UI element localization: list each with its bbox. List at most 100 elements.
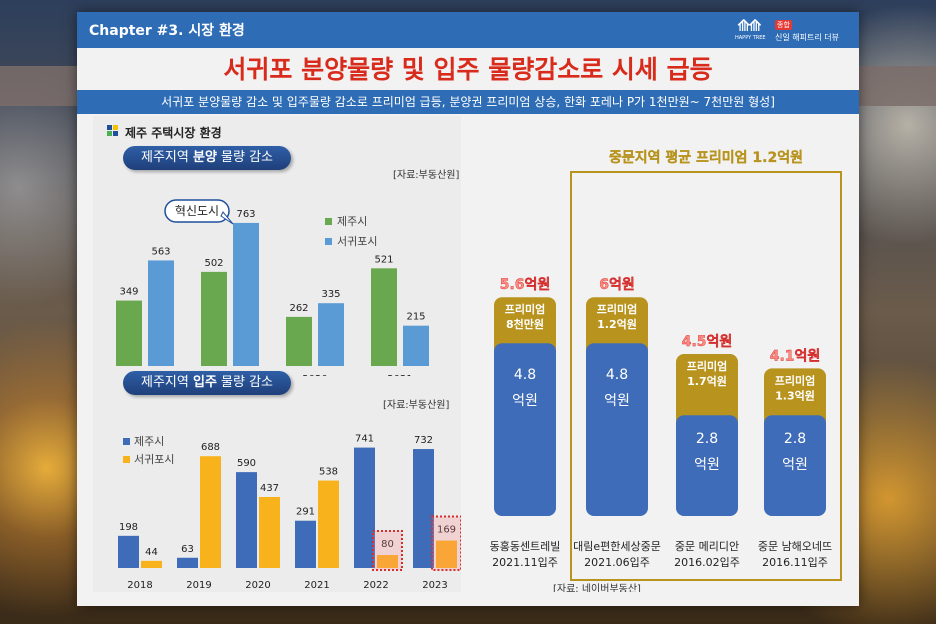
highlight-box-2023 xyxy=(431,515,461,571)
value-label-seogwipo-2020: 335 xyxy=(321,289,340,300)
value-label-jeju-2021: 291 xyxy=(296,507,315,518)
value-label-seogwipo-2019: 763 xyxy=(236,209,255,220)
value-label-jeju-2020: 262 xyxy=(289,303,308,314)
value-label-jeju-2018: 198 xyxy=(119,522,138,533)
jungmun-premium-title: 중문지역 평균 프리미엄 1.2억원 xyxy=(609,149,803,166)
x-tick-2020: 2020 xyxy=(245,580,270,591)
bar-seogwipo-2018 xyxy=(148,260,174,366)
value-label-jeju-2018: 349 xyxy=(119,287,138,298)
jungmun-frame xyxy=(570,171,842,581)
premium-amount-2: 1.7억원 xyxy=(687,374,727,388)
premium-label-3: 프리미엄 xyxy=(775,373,815,387)
supply-chart-source: [자료:부동산원] xyxy=(393,170,460,181)
x-tick-2021: 2021 xyxy=(304,580,329,591)
complex-date-2: 2016.02입주 xyxy=(674,556,740,569)
base-price-unit-0: 억원 xyxy=(512,393,538,409)
highlight-box-2022 xyxy=(372,530,403,571)
premium-amount-0: 8천만원 xyxy=(506,317,544,331)
value-label-seogwipo-2021: 215 xyxy=(406,312,425,323)
supply-title-prefix: 제주지역 xyxy=(141,150,193,165)
base-price-bar-3 xyxy=(764,415,826,516)
x-tick-2023: 2023 xyxy=(422,580,447,591)
bar-seogwipo-2020 xyxy=(259,496,280,568)
legend-label-jeju: 제주시 xyxy=(134,435,164,448)
value-label-seogwipo-2018: 563 xyxy=(151,246,170,257)
brand-logo: ⟰⟰ HAPPY TREE 종합 신일 해피트리 더뷰 xyxy=(735,16,845,44)
total-label-3: 4.1억원 xyxy=(770,348,821,364)
x-tick-2022: 2022 xyxy=(363,580,388,591)
right-panel: 중문지역 평균 프리미엄 1.2억원 프리미엄 8천만원 4.8 억원 5.6억원 동홍동센… xyxy=(469,116,849,592)
supply-bar-chart: 3495632018502763201926233520205212152021… xyxy=(116,199,429,376)
movein-bar-chart: 198 44 2018 63 688 2019 590 437 2020 291 538 2021 74… xyxy=(118,434,461,591)
bar-jeju-2023 xyxy=(413,449,434,568)
complex-name-2: 중문 메리디안 xyxy=(675,540,739,553)
bar-seogwipo-2018 xyxy=(141,560,162,568)
legend-swatch-seogwipo xyxy=(123,456,130,463)
annotation-bubble xyxy=(164,199,230,223)
complex-date-0: 2021.11입주 xyxy=(492,556,558,569)
legend-swatch-jeju xyxy=(123,438,130,445)
value-label-jeju-2019: 63 xyxy=(181,544,194,555)
total-label-1: 6억원 xyxy=(599,277,635,293)
x-tick-2019: 2019 xyxy=(186,580,211,591)
premium-stacked-chart: 중문지역 평균 프리미엄 1.2억원프리미엄8천만원4.8억원5.6억원동홍동센… xyxy=(490,149,842,592)
bar-jeju-2019 xyxy=(201,271,227,366)
legend-swatch-jeju xyxy=(325,218,332,225)
section-title: 제주 주택시장 환경 xyxy=(125,126,222,140)
total-label-0: 5.6억원 xyxy=(500,277,551,293)
supply-title-emph: 분양 xyxy=(192,150,217,165)
bar-jeju-2020 xyxy=(286,316,312,366)
base-price-unit-3: 억원 xyxy=(782,457,808,473)
value-label-jeju-2020: 590 xyxy=(237,458,256,469)
base-price-value-3: 2.8 xyxy=(784,431,806,447)
base-price-bar-1 xyxy=(586,343,648,516)
bar-seogwipo-2023 xyxy=(436,540,457,568)
complex-date-1: 2021.06입주 xyxy=(584,556,650,569)
annotation-pointer xyxy=(220,211,234,225)
bar-jeju-2020 xyxy=(236,472,257,568)
base-price-value-1: 4.8 xyxy=(606,367,628,383)
legend-label-seogwipo: 서귀포시 xyxy=(337,235,377,248)
bar-seogwipo-2022 xyxy=(377,555,398,568)
base-price-unit-2: 억원 xyxy=(694,457,720,473)
supply-title-suffix: 물량 감소 xyxy=(216,150,274,165)
bar-seogwipo-2020 xyxy=(318,303,344,366)
movein-chart-title: 제주지역 입주 물량 감소 xyxy=(123,371,292,395)
value-label-jeju-2023: 732 xyxy=(414,435,433,446)
premium-bar-3 xyxy=(764,368,826,430)
premium-amount-1: 1.2억원 xyxy=(597,317,637,331)
logo-name: 신일 해피트리 더뷰 xyxy=(775,33,839,42)
movein-title-emph: 입주 xyxy=(192,375,217,390)
base-price-value-0: 4.8 xyxy=(514,367,536,383)
bar-seogwipo-2019 xyxy=(200,456,221,568)
premium-label-1: 프리미엄 xyxy=(597,302,637,316)
premium-bar-0 xyxy=(494,297,556,358)
premium-bar-1 xyxy=(586,297,648,358)
total-label-2: 4.5억원 xyxy=(682,334,733,350)
top-bar: Chapter #3. 시장 환경 ⟰⟰ HAPPY TREE 종합 신일 해피… xyxy=(77,12,859,48)
value-label-seogwipo-2020: 437 xyxy=(260,483,279,494)
logo-tag: 종합 xyxy=(775,20,792,30)
page-subtitle: 서귀포 분양물량 감소 및 입주물량 감소로 프리미엄 급등, 분양권 프리미엄… xyxy=(77,90,859,114)
bar-seogwipo-2019 xyxy=(233,222,259,366)
movein-title-suffix: 물량 감소 xyxy=(216,375,274,390)
complex-name-3: 중문 남해오네뜨 xyxy=(758,539,832,553)
value-label-seogwipo-2021: 538 xyxy=(319,467,338,478)
premium-amount-3: 1.3억원 xyxy=(775,388,815,402)
x-tick-2020: 2020 xyxy=(302,374,327,376)
value-label-seogwipo-2023: 169 xyxy=(437,525,456,536)
section-heading: 제주 주택시장 환경 xyxy=(107,124,222,141)
value-label-seogwipo-2022: 80 xyxy=(381,539,394,550)
value-label-jeju-2022: 741 xyxy=(355,434,374,445)
premium-bar-2 xyxy=(676,354,738,430)
movein-chart-source: [자료:부동산원] xyxy=(383,400,450,411)
bar-seogwipo-2021 xyxy=(403,325,429,366)
premium-label-2: 프리미엄 xyxy=(687,359,727,373)
bar-jeju-2021 xyxy=(371,268,397,366)
premium-chart-source: [자료: 네이버부동산] xyxy=(553,583,641,592)
chapter-label: Chapter #3. 시장 환경 xyxy=(89,23,245,39)
bar-jeju-2021 xyxy=(295,520,316,568)
grid-logo-icon xyxy=(107,125,119,137)
legend-swatch-seogwipo xyxy=(325,238,332,245)
base-price-value-2: 2.8 xyxy=(696,431,718,447)
